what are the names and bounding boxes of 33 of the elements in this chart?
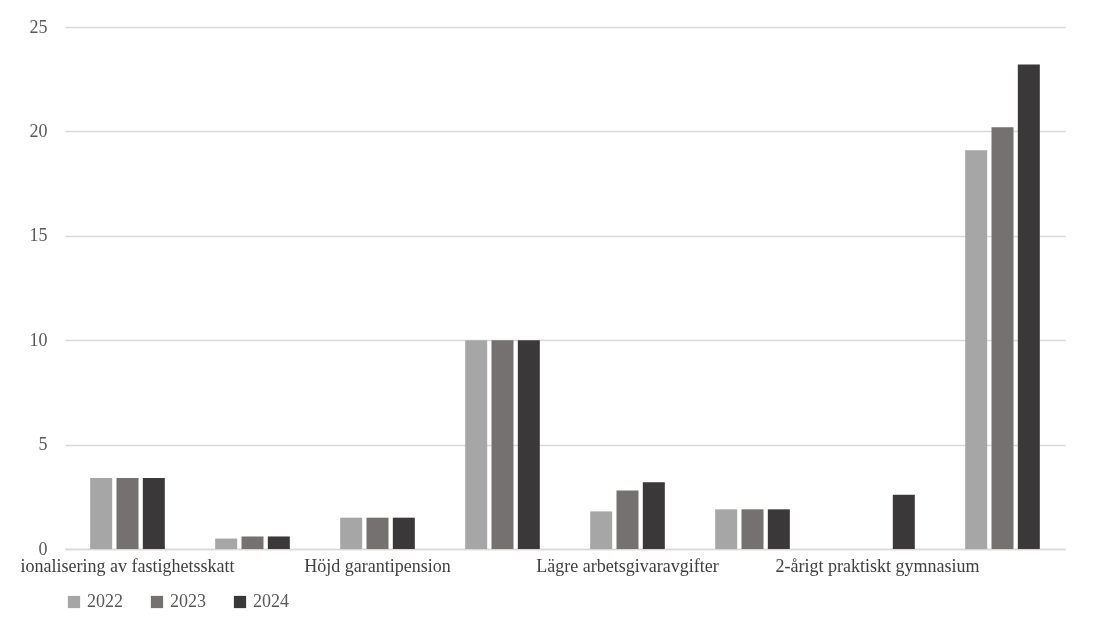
bar bbox=[642, 482, 665, 549]
legend-label: 2022 bbox=[87, 591, 123, 611]
bar bbox=[965, 150, 988, 549]
bar bbox=[392, 517, 415, 549]
x-tick-label: 2-årigt praktiskt gymnasium bbox=[775, 555, 980, 576]
bar bbox=[241, 536, 264, 549]
bar bbox=[267, 536, 290, 549]
y-tick-label: 25 bbox=[29, 16, 48, 37]
y-tick-label: 10 bbox=[29, 329, 48, 350]
y-tick-label: 5 bbox=[38, 434, 48, 455]
bar bbox=[142, 478, 165, 549]
y-tick-label: 15 bbox=[29, 225, 48, 246]
bar bbox=[116, 478, 139, 549]
y-tick-label: 20 bbox=[29, 120, 48, 141]
bar bbox=[90, 478, 113, 549]
legend-label: 2023 bbox=[170, 591, 206, 611]
bar bbox=[767, 509, 790, 549]
bar bbox=[215, 538, 238, 549]
bar bbox=[715, 509, 738, 549]
bar bbox=[616, 490, 639, 549]
bar bbox=[590, 511, 613, 549]
bar bbox=[741, 509, 764, 549]
bar bbox=[1017, 64, 1040, 549]
x-tick-label: Höjd garantipension bbox=[304, 555, 451, 576]
x-tick-label: Lägre arbetsgivaravgifter bbox=[536, 555, 719, 576]
bar bbox=[517, 340, 540, 549]
bar bbox=[491, 340, 514, 549]
bar bbox=[991, 127, 1014, 549]
bar bbox=[366, 517, 389, 549]
bar bbox=[892, 494, 915, 549]
bar bbox=[465, 340, 488, 549]
legend-label: 2024 bbox=[253, 591, 289, 611]
bar bbox=[340, 517, 363, 549]
